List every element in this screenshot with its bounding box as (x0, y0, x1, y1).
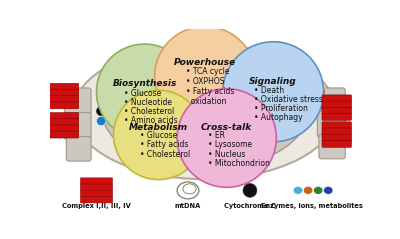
Text: • Fatty acids: • Fatty acids (140, 140, 188, 149)
FancyBboxPatch shape (322, 122, 352, 129)
FancyBboxPatch shape (322, 95, 352, 102)
Text: • Proliferation: • Proliferation (254, 104, 308, 113)
Ellipse shape (223, 42, 324, 142)
Circle shape (213, 104, 222, 113)
Circle shape (181, 113, 189, 120)
FancyBboxPatch shape (80, 190, 113, 197)
Ellipse shape (73, 44, 337, 179)
FancyBboxPatch shape (65, 88, 91, 114)
Text: Metabolism: Metabolism (129, 123, 188, 132)
FancyBboxPatch shape (49, 113, 79, 120)
Ellipse shape (293, 186, 303, 194)
Circle shape (96, 106, 106, 116)
Ellipse shape (304, 186, 313, 194)
FancyBboxPatch shape (49, 125, 79, 132)
Text: • Amino acids: • Amino acids (124, 116, 178, 125)
FancyBboxPatch shape (322, 140, 352, 147)
Text: • Fatty acids: • Fatty acids (186, 87, 235, 96)
Text: Powerhouse: Powerhouse (174, 58, 236, 67)
Text: • Oxidative stress: • Oxidative stress (254, 95, 323, 104)
FancyBboxPatch shape (80, 184, 113, 191)
FancyBboxPatch shape (49, 131, 79, 138)
Circle shape (189, 116, 196, 123)
Circle shape (310, 99, 318, 106)
FancyBboxPatch shape (80, 196, 113, 203)
Circle shape (207, 117, 215, 125)
Text: • Glucose: • Glucose (140, 131, 177, 140)
FancyBboxPatch shape (49, 119, 79, 126)
Text: • Death: • Death (254, 86, 284, 95)
Text: oxidation: oxidation (186, 97, 227, 106)
FancyBboxPatch shape (322, 107, 352, 114)
Text: Signaling: Signaling (249, 77, 297, 86)
Text: • Lysosome: • Lysosome (208, 140, 252, 149)
Text: • Nucleus: • Nucleus (208, 150, 246, 158)
Ellipse shape (155, 26, 255, 126)
FancyBboxPatch shape (80, 178, 113, 185)
Text: Complex I,II, III, IV: Complex I,II, III, IV (62, 203, 131, 209)
Circle shape (317, 87, 326, 97)
FancyBboxPatch shape (49, 83, 79, 90)
Ellipse shape (177, 89, 276, 187)
FancyBboxPatch shape (319, 134, 345, 159)
Text: • Cholesterol: • Cholesterol (140, 150, 190, 158)
Text: • Glucose: • Glucose (124, 89, 162, 98)
Text: Cross-talk: Cross-talk (201, 123, 252, 132)
Text: • Cholesterol: • Cholesterol (124, 107, 175, 116)
Ellipse shape (114, 90, 204, 179)
FancyBboxPatch shape (322, 128, 352, 135)
Text: Enzymes, ions, metabolites: Enzymes, ions, metabolites (261, 203, 363, 209)
FancyBboxPatch shape (49, 96, 79, 103)
Text: mtDNA: mtDNA (175, 203, 201, 209)
FancyBboxPatch shape (49, 90, 79, 97)
Text: • ER: • ER (208, 131, 225, 140)
FancyBboxPatch shape (322, 134, 352, 141)
Circle shape (197, 104, 206, 113)
FancyBboxPatch shape (319, 88, 345, 114)
FancyBboxPatch shape (322, 113, 352, 120)
FancyBboxPatch shape (66, 136, 91, 161)
FancyBboxPatch shape (322, 101, 352, 108)
Circle shape (204, 106, 215, 117)
Text: • Nucleotide: • Nucleotide (124, 98, 172, 107)
Text: Biosynthesis: Biosynthesis (112, 79, 177, 88)
Ellipse shape (324, 186, 333, 194)
Circle shape (200, 114, 207, 122)
Circle shape (196, 114, 204, 122)
Text: Cytochrome C: Cytochrome C (224, 203, 276, 209)
Ellipse shape (314, 186, 323, 194)
Text: • Mitochondrion: • Mitochondrion (208, 159, 270, 168)
Text: • Autophagy: • Autophagy (254, 113, 302, 122)
Circle shape (243, 184, 257, 197)
Circle shape (318, 101, 328, 110)
FancyBboxPatch shape (317, 111, 345, 137)
Ellipse shape (96, 44, 193, 140)
Text: • TCA cycle: • TCA cycle (186, 67, 230, 76)
Text: • OXPHOS: • OXPHOS (186, 77, 225, 86)
FancyBboxPatch shape (49, 102, 79, 109)
Circle shape (189, 106, 200, 117)
FancyBboxPatch shape (63, 113, 91, 139)
Ellipse shape (102, 55, 308, 169)
Circle shape (307, 90, 317, 99)
Circle shape (96, 116, 106, 126)
Circle shape (96, 96, 106, 105)
